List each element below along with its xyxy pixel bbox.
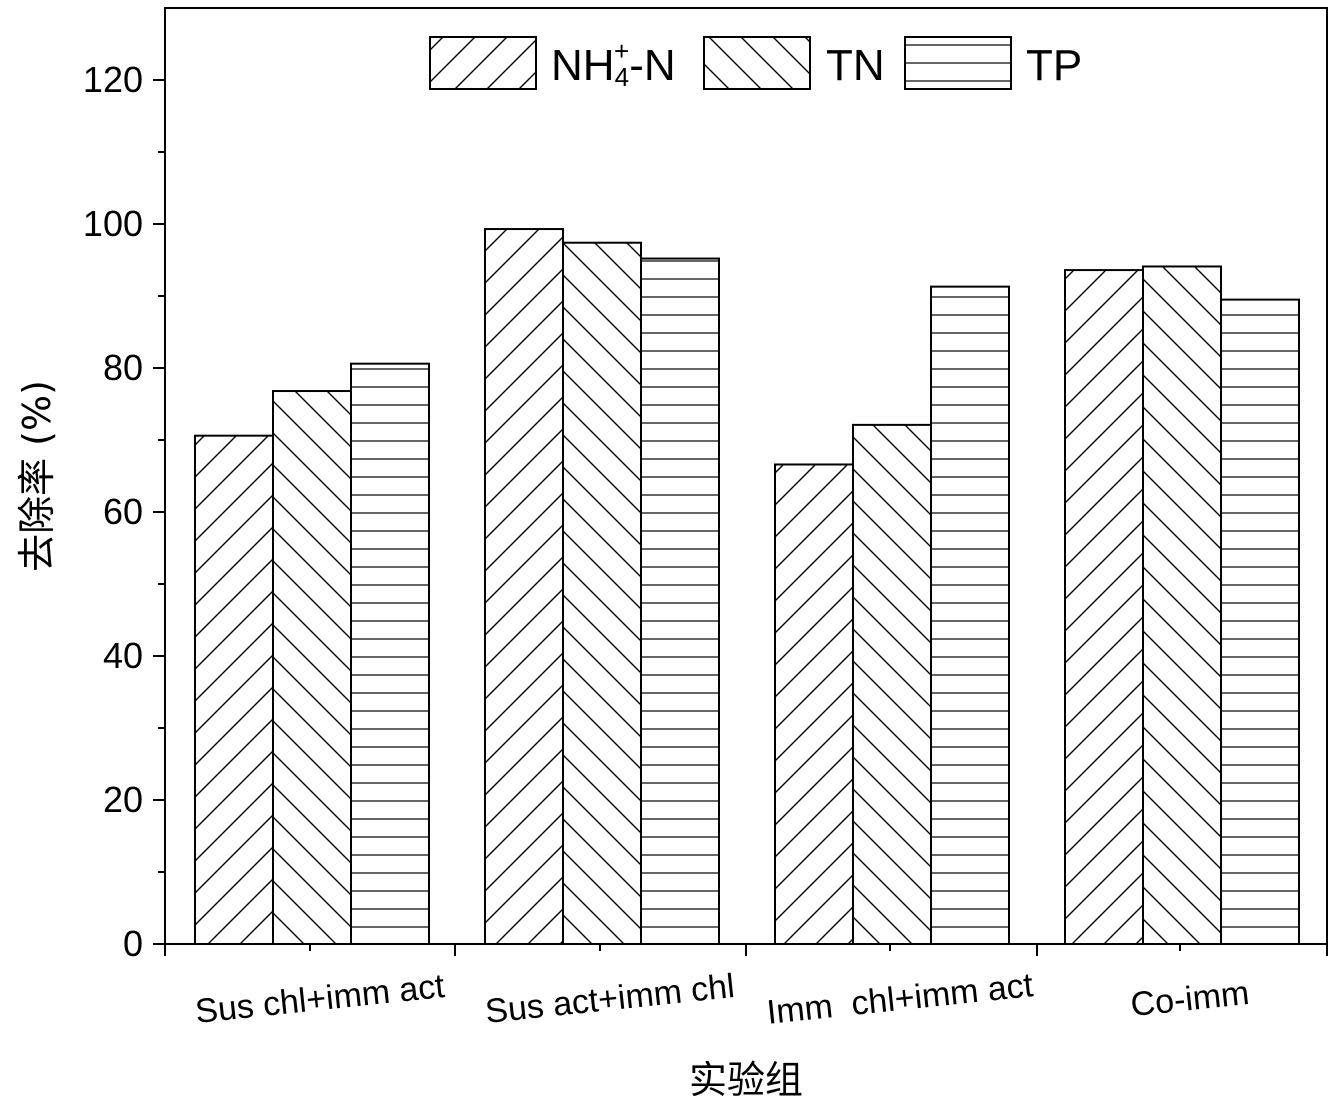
bar-tn-4 (1142, 265, 1222, 946)
bar-nh4n-4 (1064, 269, 1144, 945)
legend-label: TN (826, 41, 885, 90)
legend: NH4+-N TN TP (429, 36, 1082, 92)
bar-tn-1 (272, 390, 352, 946)
bar-nh4n-3 (774, 463, 854, 945)
category-label: Imm chl+imm act (765, 966, 1035, 1032)
y-tick-label: 120 (83, 59, 143, 100)
category-label: Sus chl+imm act (193, 967, 447, 1031)
bar-tp-3 (930, 285, 1010, 945)
bar-nh4n-2 (484, 228, 564, 946)
legend-swatch (703, 36, 811, 90)
y-tick-label: 80 (103, 347, 143, 388)
x-axis: Sus chl+imm act Sus act+imm chl Imm chl+im… (164, 944, 1328, 1032)
bar-tp-1 (350, 362, 430, 945)
y-tick-label: 40 (103, 635, 143, 676)
y-tick-label: 0 (123, 923, 143, 964)
bar-tn-3 (852, 423, 932, 945)
legend-label: TP (1026, 41, 1082, 90)
y-tick-label: 20 (103, 779, 143, 820)
bar-tp-2 (640, 257, 720, 945)
bar-tp-4 (1220, 298, 1300, 946)
legend-swatch (904, 36, 1012, 90)
x-axis-title: 实验组 (689, 1058, 803, 1102)
bar-nh4n-1 (194, 434, 274, 945)
y-tick-label: 60 (103, 491, 143, 532)
y-axis: 0 20 40 60 80 100 120 (83, 59, 165, 964)
category-label: Co-imm (1129, 974, 1251, 1024)
legend-label: NH4+-N (551, 36, 676, 92)
bar-tn-2 (562, 241, 642, 946)
bars-group (194, 228, 1300, 946)
y-tick-label: 100 (83, 203, 143, 244)
legend-swatch (429, 36, 537, 90)
category-label: Sus act+imm chl (483, 967, 736, 1031)
y-axis-title: 去除率 (%) (15, 380, 59, 572)
